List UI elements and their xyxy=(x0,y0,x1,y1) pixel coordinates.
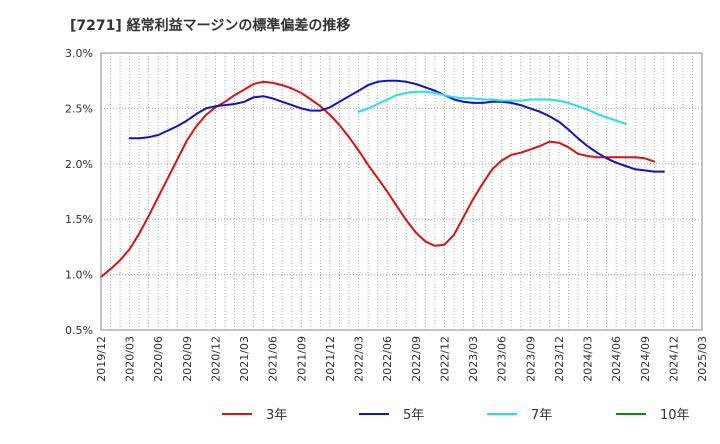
x-tick-label: 2020/06 xyxy=(152,336,165,382)
x-tick-label: 2023/09 xyxy=(524,336,537,382)
x-tick-label: 2022/09 xyxy=(410,336,423,382)
legend-label: 10年 xyxy=(660,408,690,423)
x-tick-label: 2024/09 xyxy=(639,336,652,382)
series-line xyxy=(100,80,656,278)
legend-label: 7年 xyxy=(531,408,552,423)
x-tick-label: 2021/03 xyxy=(238,336,251,382)
x-tick-label: 2021/12 xyxy=(324,336,337,382)
y-tick-label: 1.5% xyxy=(65,213,93,226)
y-tick-label: 2.0% xyxy=(65,158,93,171)
x-tick-label: 2023/03 xyxy=(467,336,480,382)
x-tick-label: 2025/03 xyxy=(696,336,709,382)
x-tick-label: 2020/12 xyxy=(209,336,222,382)
plot-frame xyxy=(100,52,703,331)
x-tick-label: 2024/06 xyxy=(610,336,623,382)
legend-label: 3年 xyxy=(266,408,287,423)
x-tick-label: 2021/09 xyxy=(295,336,308,382)
x-tick-label: 2019/12 xyxy=(95,336,108,382)
legend-label: 5年 xyxy=(403,408,424,423)
y-tick-label: 2.5% xyxy=(65,102,93,115)
y-tick-label: 0.5% xyxy=(65,324,93,337)
x-tick-label: 2024/03 xyxy=(582,336,595,382)
x-tick-label: 2021/06 xyxy=(267,336,280,382)
series-line xyxy=(128,79,665,173)
axes: 2019/12 2020/03 2020/06 2020/09 2020/12 2021/… xyxy=(65,47,709,382)
chart-title: [7271] 経常利益マージンの標準偏差の推移 xyxy=(70,17,350,34)
series-line xyxy=(357,90,627,125)
series-lines xyxy=(100,79,665,278)
x-tick-label: 2022/03 xyxy=(353,336,366,382)
legend: 3年 5年 7年 10年 xyxy=(222,408,690,423)
x-tick-label: 2020/03 xyxy=(124,336,137,382)
x-tick-label: 2022/06 xyxy=(381,336,394,382)
x-tick-label: 2020/09 xyxy=(181,336,194,382)
x-tick-label: 2023/12 xyxy=(553,336,566,382)
x-tick-label: 2022/12 xyxy=(438,336,451,382)
y-tick-label: 1.0% xyxy=(65,269,93,282)
x-tick-label: 2023/06 xyxy=(496,336,509,382)
x-tick-label: 2024/12 xyxy=(667,336,680,382)
y-tick-label: 3.0% xyxy=(65,47,93,60)
